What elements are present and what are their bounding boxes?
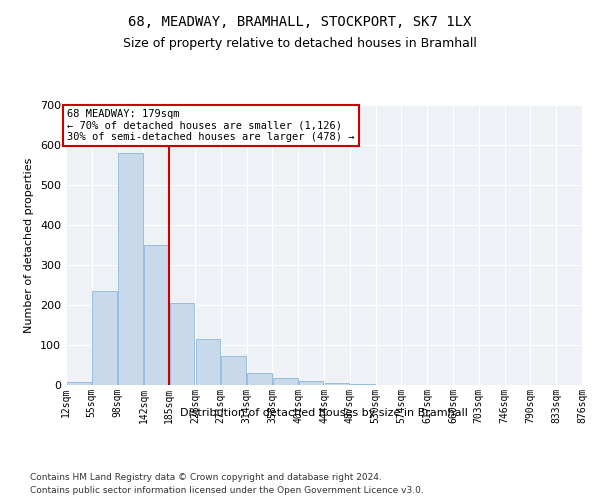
- Bar: [325, 384, 349, 385]
- Bar: [118, 153, 143, 385]
- Bar: [67, 382, 91, 385]
- Text: Contains public sector information licensed under the Open Government Licence v3: Contains public sector information licen…: [30, 486, 424, 495]
- Text: Size of property relative to detached houses in Bramhall: Size of property relative to detached ho…: [123, 38, 477, 51]
- Text: 68 MEADWAY: 179sqm
← 70% of detached houses are smaller (1,126)
30% of semi-deta: 68 MEADWAY: 179sqm ← 70% of detached hou…: [67, 109, 355, 142]
- Bar: [299, 381, 323, 385]
- Bar: [92, 292, 117, 385]
- Bar: [273, 378, 298, 385]
- Y-axis label: Number of detached properties: Number of detached properties: [25, 158, 34, 332]
- Text: 68, MEADWAY, BRAMHALL, STOCKPORT, SK7 1LX: 68, MEADWAY, BRAMHALL, STOCKPORT, SK7 1L…: [128, 15, 472, 29]
- Text: Distribution of detached houses by size in Bramhall: Distribution of detached houses by size …: [180, 408, 468, 418]
- Bar: [221, 356, 246, 385]
- Bar: [144, 245, 169, 385]
- Bar: [247, 373, 272, 385]
- Bar: [350, 384, 375, 385]
- Bar: [196, 339, 220, 385]
- Text: Contains HM Land Registry data © Crown copyright and database right 2024.: Contains HM Land Registry data © Crown c…: [30, 472, 382, 482]
- Bar: [170, 303, 194, 385]
